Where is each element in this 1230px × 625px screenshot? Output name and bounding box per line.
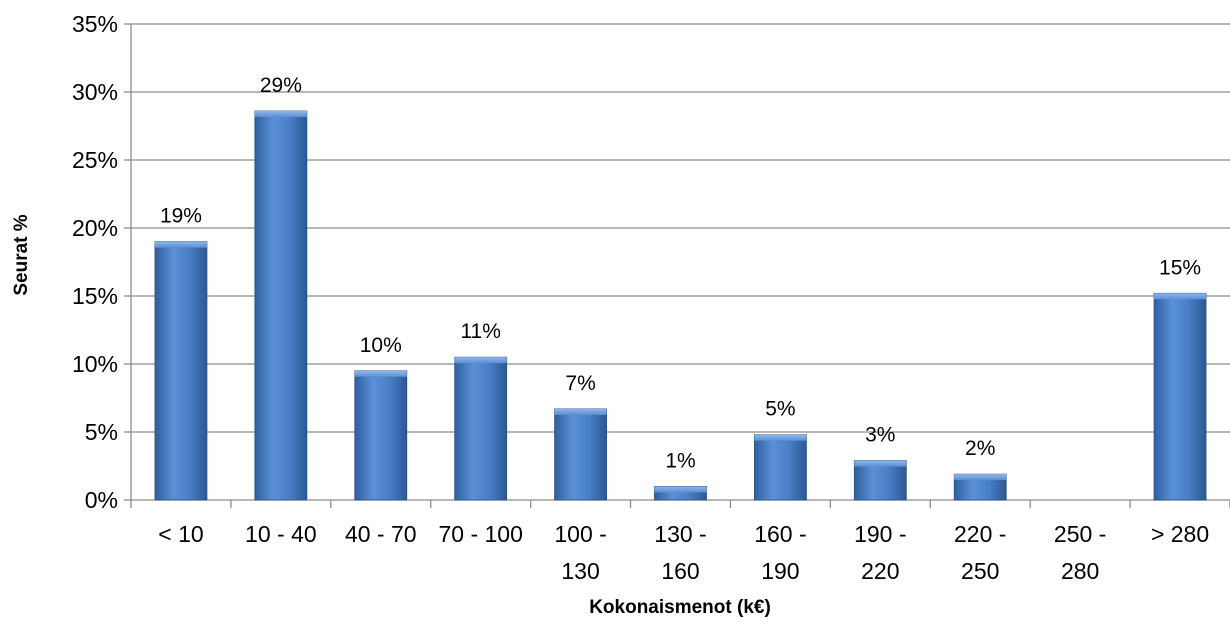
bar xyxy=(254,110,308,501)
data-labels: 19% 29% 10% 11% 7% 1% 5% 3% 2% 15% xyxy=(160,74,1201,472)
bar-top-highlight xyxy=(254,111,307,118)
bar-top-highlight xyxy=(454,357,507,364)
x-tick-label: 160 - xyxy=(754,521,806,547)
x-tick-label: < 10 xyxy=(158,521,203,547)
data-label: 3% xyxy=(865,424,895,447)
x-tick-label: 220 - xyxy=(954,521,1006,547)
x-tick-label: 100 - xyxy=(554,521,606,547)
x-tick-label: 130 xyxy=(561,558,599,584)
bar-top-highlight xyxy=(754,434,807,441)
y-tick-labels: 0% 5% 10% 15% 20% 25% 30% 35% xyxy=(72,11,118,513)
x-tick-label: 190 - xyxy=(854,521,906,547)
bar-top-highlight xyxy=(354,370,407,377)
data-label: 11% xyxy=(460,320,500,343)
bar-top-highlight xyxy=(554,408,607,415)
x-tick-label: > 280 xyxy=(1151,521,1209,547)
data-label: 15% xyxy=(1159,256,1201,279)
data-label: 2% xyxy=(965,437,995,460)
y-axis-title: Seurat % xyxy=(11,214,32,295)
data-label: 1% xyxy=(665,449,695,472)
x-tick-label: 220 xyxy=(861,558,899,584)
data-label: 5% xyxy=(765,398,795,421)
x-tick-label: 250 xyxy=(961,558,999,584)
data-label: 10% xyxy=(360,334,402,357)
bar-top-highlight xyxy=(854,460,907,467)
y-tick-label: 15% xyxy=(72,283,118,309)
x-tick-label: 250 - xyxy=(1054,521,1106,547)
x-tick-label: 40 - 70 xyxy=(345,521,417,547)
x-tick-label: 160 xyxy=(661,558,699,584)
bar xyxy=(154,241,208,501)
gridlines xyxy=(131,23,1230,433)
bar-top-highlight xyxy=(954,474,1007,481)
bar xyxy=(853,460,907,501)
bar xyxy=(454,356,508,501)
y-tick-label: 30% xyxy=(72,79,118,105)
y-tick-label: 5% xyxy=(85,419,118,445)
bar xyxy=(554,408,607,501)
bar-top-highlight xyxy=(154,241,207,248)
data-label: 7% xyxy=(565,372,595,395)
x-tick-label: 10 - 40 xyxy=(245,521,317,547)
y-tick-label: 20% xyxy=(72,215,118,241)
x-tick-labels: < 10 10 - 40 40 - 70 70 - 100 100 - 130 130 - 1… xyxy=(158,521,1209,584)
y-tick-label: 0% xyxy=(85,487,118,513)
bars xyxy=(154,110,1207,501)
bar xyxy=(754,434,807,501)
y-tick-label: 35% xyxy=(72,11,118,37)
y-tick-label: 10% xyxy=(72,351,118,377)
x-tick-label: 280 xyxy=(1061,558,1099,584)
x-tick-label: 70 - 100 xyxy=(438,521,522,547)
x-axis-title: Kokonaismenot (k€) xyxy=(589,597,771,618)
bar-top-highlight xyxy=(1154,293,1207,300)
x-tick-label: 130 - xyxy=(654,521,706,547)
bar xyxy=(1153,292,1207,501)
x-tick-label: 190 xyxy=(761,558,799,584)
data-label: 29% xyxy=(260,74,302,97)
y-tick-label: 25% xyxy=(72,147,118,173)
bar-top-highlight xyxy=(654,486,707,493)
bar xyxy=(354,370,408,501)
data-label: 19% xyxy=(160,205,202,228)
